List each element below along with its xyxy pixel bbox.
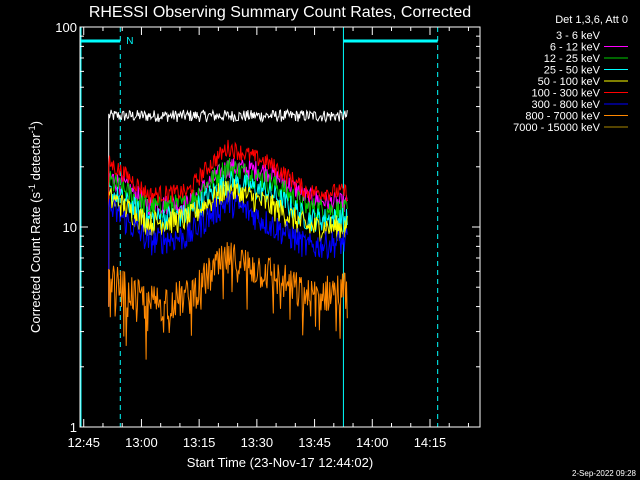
night-label: N [126, 36, 133, 47]
legend-header: Det 1,3,6, Att 0 [555, 14, 628, 26]
x-tick-label: 12:45 [67, 435, 100, 450]
x-tick-label: 13:00 [125, 435, 158, 450]
legend-label: 7000 - 15000 keV [513, 122, 601, 134]
legend-label: 3 - 6 keV [556, 30, 601, 42]
legend-label: 300 - 800 keV [532, 99, 601, 111]
y-tick-label: 1 [70, 420, 77, 435]
series-line-0 [108, 108, 348, 307]
y-tick-label: 10 [63, 220, 77, 235]
x-tick-label: 13:45 [298, 435, 331, 450]
x-tick-label: 13:30 [241, 435, 274, 450]
chart-title: RHESSI Observing Summary Count Rates, Co… [89, 4, 471, 21]
x-axis-label: Start Time (23-Nov-17 12:44:02) [187, 455, 373, 470]
x-axis: 12:45 13:00 13:15 13:30 13:45 14:00 14:15 [67, 27, 469, 450]
series-line-7 [108, 242, 348, 360]
legend-label: 100 - 300 keV [532, 88, 601, 100]
x-tick-label: 14:00 [356, 435, 389, 450]
series-line-5 [108, 139, 348, 307]
footer-timestamp: 2-Sep-2022 09:28 [572, 469, 637, 478]
y-axis-label: Corrected Count Rate (s-1 detector-1) [27, 121, 43, 333]
y-axis: 1 10 100 [55, 20, 480, 435]
x-tick-label: 14:15 [414, 435, 447, 450]
legend-label: 50 - 100 keV [538, 76, 601, 88]
legend-label: 6 - 12 keV [550, 42, 601, 54]
legend-label: 25 - 50 keV [544, 65, 601, 77]
legend-label: 12 - 25 keV [544, 53, 601, 65]
legend-label: 800 - 7000 keV [525, 111, 600, 123]
x-tick-label: 13:15 [183, 435, 216, 450]
series-line-2 [108, 158, 348, 307]
series-line-6 [108, 190, 348, 307]
y-tick-label: 100 [55, 20, 77, 35]
